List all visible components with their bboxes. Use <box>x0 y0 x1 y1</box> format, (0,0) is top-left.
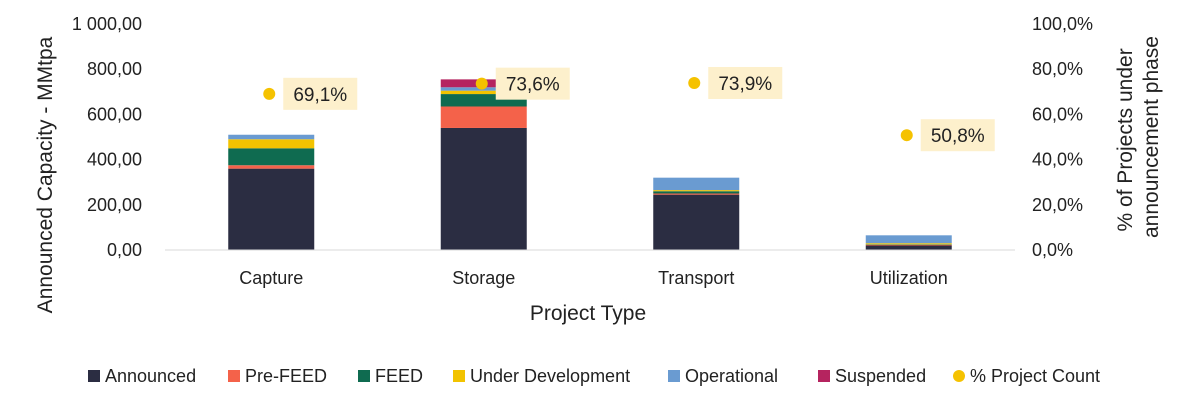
percent-label: 73,9% <box>718 74 772 95</box>
percent-marker <box>475 77 488 90</box>
x-tick-label: Transport <box>658 268 734 288</box>
x-axis-title: Project Type <box>530 302 646 325</box>
y2-tick-label: 0,0% <box>1032 240 1073 260</box>
percent-label-box <box>495 67 570 100</box>
y-tick-label: 400,00 <box>87 150 142 170</box>
x-axis-ticks: Capture Storage Transport Utilization <box>239 268 948 288</box>
percent-marker <box>688 76 701 89</box>
legend-label: Announced <box>105 366 196 386</box>
bar-segment <box>228 148 315 166</box>
y2-axis-title: % of Projects under announcement phase <box>1114 36 1163 238</box>
y-tick-label: 0,00 <box>107 240 142 260</box>
bar-segment <box>228 165 315 169</box>
bar-segment <box>653 191 740 194</box>
bar-segment <box>653 193 740 195</box>
y-tick-label: 1 000,00 <box>72 14 142 34</box>
legend-swatch <box>668 370 680 382</box>
percent-marker <box>900 129 913 142</box>
legend: Announced Pre-FEED FEED Under Development Op… <box>88 366 1100 386</box>
percent-label: 73,6% <box>506 75 560 96</box>
x-tick-label: Capture <box>239 268 303 288</box>
bar-segment <box>440 90 527 95</box>
percent-label-box <box>708 66 783 99</box>
legend-swatch <box>228 370 240 382</box>
percent-markers: 69,1% 73,6% 73,9% 50,8% <box>263 66 995 152</box>
y2-axis-ticks: 0,0% 20,0% 40,0% 60,0% 80,0% 100,0% <box>1032 14 1093 260</box>
y2-axis-title-line-1: % of Projects under <box>1114 48 1137 231</box>
legend-swatch <box>358 370 370 382</box>
y-tick-label: 600,00 <box>87 104 142 124</box>
y2-tick-label: 100,0% <box>1032 14 1093 34</box>
bar-segment <box>865 245 952 250</box>
y-axis-title: Announced Capacity - MMtpa <box>34 36 57 313</box>
y2-tick-label: 60,0% <box>1032 104 1083 124</box>
bar-segment <box>865 243 952 245</box>
y2-tick-label: 40,0% <box>1032 150 1083 170</box>
legend-label: Pre-FEED <box>245 366 327 386</box>
y-axis-ticks: 0,00 200,00 400,00 600,00 800,00 1 000,00 <box>72 14 142 260</box>
legend-label: FEED <box>375 366 423 386</box>
y2-tick-label: 20,0% <box>1032 195 1083 215</box>
legend-swatch <box>818 370 830 382</box>
bar-segment <box>653 194 740 250</box>
y-tick-label: 800,00 <box>87 59 142 79</box>
legend-label: Suspended <box>835 366 926 386</box>
bar-segment <box>228 168 315 250</box>
legend-label: % Project Count <box>970 366 1100 386</box>
x-tick-label: Utilization <box>870 268 948 288</box>
bar-segment <box>228 139 315 149</box>
bar-segment <box>228 134 315 140</box>
x-tick-label: Storage <box>452 268 515 288</box>
y2-axis-title-line-2: announcement phase <box>1140 36 1163 238</box>
percent-label-box <box>920 119 995 152</box>
bar-segment <box>653 177 740 191</box>
bar-segment <box>440 127 527 250</box>
bar-segment <box>440 106 527 128</box>
y-tick-label: 200,00 <box>87 195 142 215</box>
percent-label: 69,1% <box>293 85 347 106</box>
percent-label: 50,8% <box>931 126 985 147</box>
legend-swatch <box>953 370 965 382</box>
bar-segment <box>865 235 952 244</box>
y2-tick-label: 80,0% <box>1032 59 1083 79</box>
bar-segment <box>653 190 740 192</box>
legend-swatch <box>88 370 100 382</box>
legend-label: Under Development <box>470 366 630 386</box>
percent-marker <box>263 87 276 100</box>
percent-label-box <box>283 77 358 110</box>
legend-swatch <box>453 370 465 382</box>
legend-label: Operational <box>685 366 778 386</box>
bar-segment <box>865 244 952 246</box>
